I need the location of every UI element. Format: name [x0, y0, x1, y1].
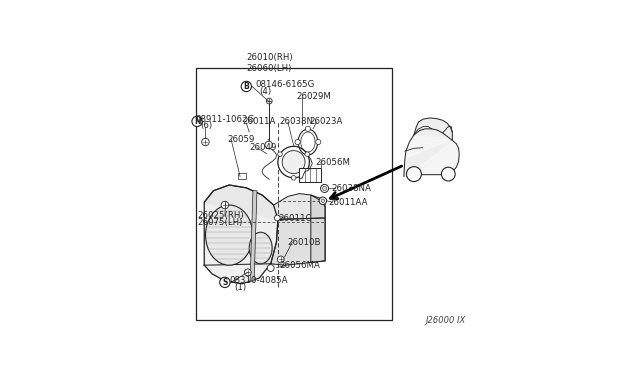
Ellipse shape	[205, 205, 253, 265]
Circle shape	[316, 140, 321, 145]
Text: B: B	[243, 82, 249, 91]
Text: N: N	[194, 117, 200, 126]
Text: 08911-1062G: 08911-1062G	[196, 115, 255, 124]
Circle shape	[406, 167, 421, 182]
Bar	[238, 173, 246, 179]
Circle shape	[305, 126, 310, 131]
Circle shape	[442, 167, 455, 181]
Circle shape	[265, 141, 273, 149]
Circle shape	[241, 81, 252, 92]
Text: 08310-4085A: 08310-4085A	[230, 276, 288, 285]
Text: (1): (1)	[234, 283, 246, 292]
Polygon shape	[404, 129, 459, 176]
Bar	[300, 168, 321, 182]
Polygon shape	[404, 118, 452, 176]
Circle shape	[192, 116, 202, 126]
Circle shape	[220, 277, 230, 288]
Polygon shape	[204, 185, 278, 284]
Circle shape	[282, 151, 305, 173]
Text: (6): (6)	[200, 121, 212, 130]
Circle shape	[323, 186, 326, 190]
Text: 26059: 26059	[228, 135, 255, 144]
Circle shape	[305, 152, 310, 157]
Circle shape	[268, 264, 274, 272]
Polygon shape	[204, 185, 325, 219]
Polygon shape	[250, 191, 257, 281]
Text: S: S	[222, 278, 228, 287]
Text: 26056MA: 26056MA	[279, 261, 320, 270]
Text: 08146-6165G: 08146-6165G	[255, 80, 314, 89]
Circle shape	[295, 140, 300, 145]
Text: 26025(RH): 26025(RH)	[197, 211, 244, 221]
Bar	[196, 68, 392, 320]
Text: 26011C: 26011C	[278, 214, 312, 223]
Text: 26023A: 26023A	[309, 118, 343, 126]
Circle shape	[278, 146, 309, 178]
Text: 26038NA: 26038NA	[331, 184, 371, 193]
Text: 26011AA: 26011AA	[328, 198, 368, 207]
Circle shape	[278, 152, 282, 157]
Circle shape	[291, 176, 296, 180]
Circle shape	[321, 185, 328, 192]
Polygon shape	[311, 195, 325, 262]
Circle shape	[277, 256, 284, 263]
Text: 26056M: 26056M	[315, 158, 350, 167]
Circle shape	[202, 138, 209, 146]
Circle shape	[319, 197, 326, 205]
Text: 26010B: 26010B	[287, 238, 321, 247]
Circle shape	[266, 98, 272, 104]
Circle shape	[321, 199, 324, 202]
Text: 26011A: 26011A	[242, 118, 275, 126]
Text: 26038N: 26038N	[279, 118, 314, 126]
Circle shape	[221, 201, 228, 209]
Circle shape	[275, 215, 280, 221]
Text: 26075(LH): 26075(LH)	[197, 218, 243, 227]
Text: 26010(RH)
26060(LH): 26010(RH) 26060(LH)	[246, 53, 292, 73]
Text: (4): (4)	[259, 87, 271, 96]
Text: J26000 IX: J26000 IX	[425, 316, 465, 326]
Ellipse shape	[249, 232, 272, 264]
Text: 26029M: 26029M	[296, 92, 332, 101]
Text: 26049: 26049	[250, 143, 277, 152]
Polygon shape	[204, 218, 325, 265]
Circle shape	[244, 269, 252, 276]
